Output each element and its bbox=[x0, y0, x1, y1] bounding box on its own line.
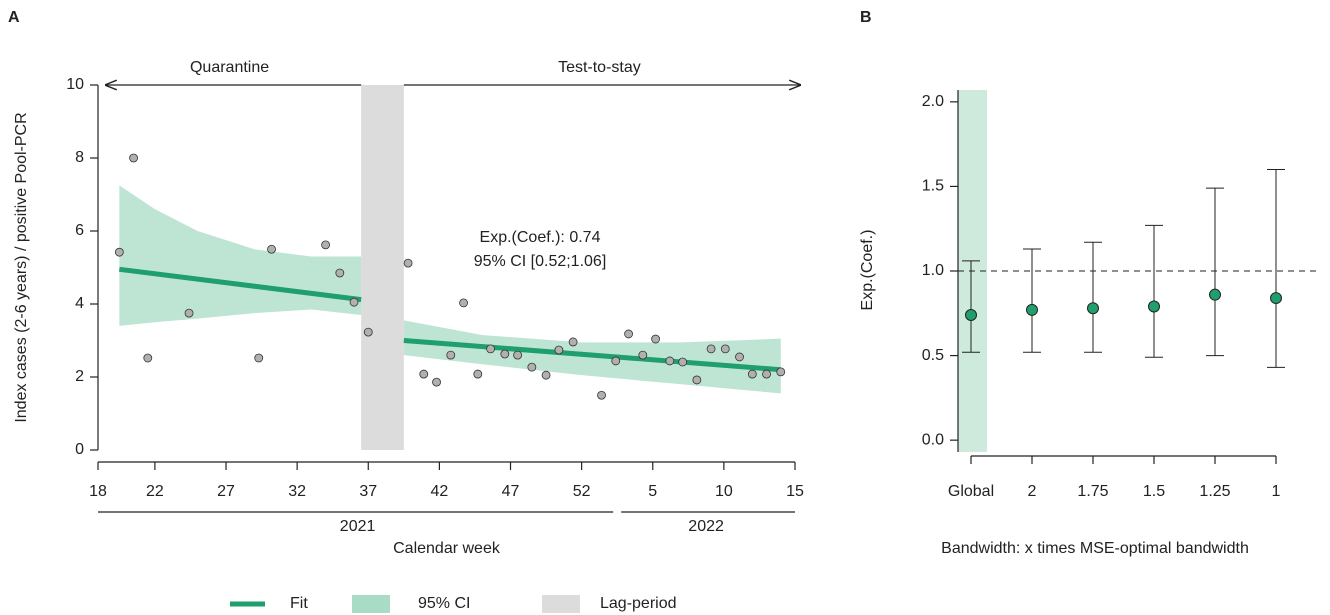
data-point bbox=[403, 258, 413, 268]
x-tick-label: 1 bbox=[1272, 483, 1281, 500]
y-tick-label: 0 bbox=[75, 441, 84, 458]
x-tick-label: 2 bbox=[1028, 483, 1037, 500]
data-point bbox=[554, 345, 564, 355]
x-tick-label: 37 bbox=[359, 483, 377, 500]
phase-label: Test-to-stay bbox=[558, 59, 641, 76]
data-point bbox=[254, 353, 264, 363]
data-point bbox=[513, 350, 523, 360]
data-point bbox=[747, 369, 757, 379]
x-tick-label: 27 bbox=[217, 483, 235, 500]
error-bar bbox=[1023, 248, 1041, 353]
y-axis-label: Index cases (2-6 years) / positive Pool-… bbox=[13, 112, 30, 422]
y-tick-label: 10 bbox=[66, 76, 84, 93]
y-tick-label: 0.0 bbox=[922, 431, 944, 448]
data-point bbox=[446, 350, 456, 360]
y-tick-label: 2.0 bbox=[922, 93, 944, 110]
data-point bbox=[597, 390, 606, 400]
phase-label: Quarantine bbox=[190, 59, 269, 76]
data-point bbox=[665, 356, 675, 366]
data-point bbox=[527, 362, 537, 372]
annotation: 95% CI [0.52;1.06] bbox=[474, 253, 607, 270]
data-point bbox=[735, 352, 744, 362]
error-bar bbox=[1084, 241, 1102, 353]
y-tick-label: 0.5 bbox=[922, 347, 944, 364]
year-label: 2022 bbox=[688, 518, 724, 535]
legend-label: 95% CI bbox=[418, 595, 470, 612]
legend-label: Fit bbox=[290, 595, 308, 612]
y-tick-label: 1.0 bbox=[922, 262, 944, 279]
data-point bbox=[114, 247, 124, 257]
data-point bbox=[541, 370, 551, 380]
legend-ci bbox=[352, 595, 390, 613]
estimate-point bbox=[1026, 303, 1038, 316]
x-axis-label: Calendar week bbox=[393, 540, 501, 557]
x-axis-label: Bandwidth: x times MSE-optimal bandwidth bbox=[941, 540, 1249, 557]
estimate-point bbox=[1087, 302, 1099, 315]
x-tick-label: 47 bbox=[502, 483, 520, 500]
x-tick-label: 22 bbox=[146, 483, 164, 500]
data-point bbox=[143, 353, 153, 363]
data-point bbox=[184, 308, 194, 318]
x-tick-label: 1.75 bbox=[1077, 483, 1108, 500]
x-tick-label: 32 bbox=[288, 483, 306, 500]
x-tick-label: 18 bbox=[89, 483, 107, 500]
panel-label: B bbox=[860, 9, 872, 26]
x-tick-label: Global bbox=[948, 483, 994, 500]
data-point bbox=[459, 298, 468, 308]
data-point bbox=[349, 297, 359, 307]
y-axis-label: Exp.(Coef.) bbox=[859, 230, 876, 311]
data-point bbox=[500, 349, 510, 359]
error-bar bbox=[1267, 169, 1285, 368]
estimate-point bbox=[965, 308, 977, 321]
y-tick-label: 8 bbox=[75, 149, 84, 166]
data-point bbox=[651, 334, 660, 344]
data-point bbox=[335, 268, 345, 278]
y-tick-label: 4 bbox=[75, 295, 84, 312]
data-point bbox=[267, 244, 276, 254]
x-tick-label: 42 bbox=[430, 483, 448, 500]
year-label: 2021 bbox=[340, 518, 376, 535]
data-point bbox=[624, 329, 633, 339]
panel-label: A bbox=[8, 9, 20, 26]
y-tick-label: 6 bbox=[75, 222, 84, 239]
fit-line bbox=[403, 338, 781, 373]
data-point bbox=[473, 369, 483, 379]
data-point bbox=[321, 240, 330, 250]
data-point bbox=[762, 369, 771, 379]
data-point bbox=[363, 327, 373, 337]
error-bar bbox=[1145, 224, 1163, 358]
data-point bbox=[611, 356, 621, 366]
data-point bbox=[776, 367, 786, 377]
data-point bbox=[720, 344, 730, 354]
error-bar bbox=[962, 260, 980, 353]
data-point bbox=[678, 357, 688, 367]
y-tick-label: 2 bbox=[75, 368, 84, 385]
x-tick-label: 1.5 bbox=[1143, 483, 1165, 500]
error-bar bbox=[1206, 187, 1224, 357]
data-point bbox=[568, 337, 578, 347]
estimate-point bbox=[1148, 300, 1160, 313]
x-tick-label: 5 bbox=[648, 483, 657, 500]
annotation: Exp.(Coef.): 0.74 bbox=[480, 229, 601, 246]
data-point bbox=[419, 369, 429, 379]
data-point bbox=[692, 375, 702, 385]
legend-label: Lag-period bbox=[600, 595, 677, 612]
data-point bbox=[432, 377, 441, 387]
x-tick-label: 15 bbox=[786, 483, 804, 500]
estimate-point bbox=[1209, 288, 1221, 301]
data-point bbox=[129, 153, 138, 163]
x-tick-label: 10 bbox=[715, 483, 733, 500]
fit-line bbox=[119, 266, 362, 303]
x-tick-label: 52 bbox=[573, 483, 591, 500]
data-point bbox=[638, 350, 648, 360]
x-tick-label: 1.25 bbox=[1199, 483, 1230, 500]
estimate-point bbox=[1270, 292, 1282, 305]
legend-lag bbox=[542, 595, 580, 613]
lag-period bbox=[361, 85, 404, 450]
y-tick-label: 1.5 bbox=[922, 178, 944, 195]
data-point bbox=[706, 344, 716, 354]
ci-band bbox=[119, 185, 362, 326]
data-point bbox=[486, 344, 495, 354]
